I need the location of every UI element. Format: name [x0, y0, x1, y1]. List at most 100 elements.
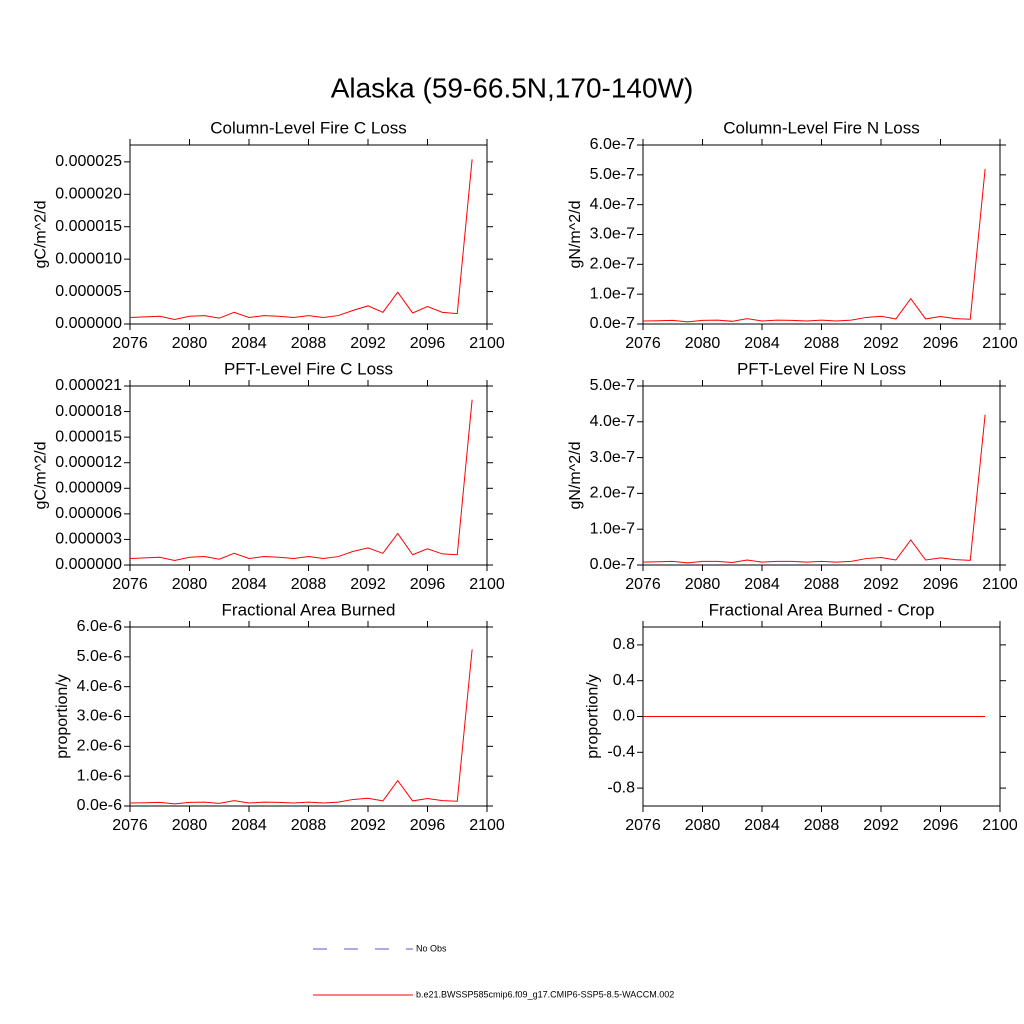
- series-line: [129, 159, 473, 320]
- series-line: [129, 649, 473, 805]
- x-tick-label: 2088: [804, 817, 840, 834]
- y-tick-label: 0.0e-7: [590, 556, 635, 573]
- x-tick-label: 2088: [291, 817, 327, 834]
- x-tick-label: 2100: [982, 576, 1018, 593]
- y-tick-label: 0.000021: [55, 377, 122, 394]
- x-tick-label: 2096: [410, 576, 446, 593]
- y-tick-label: 2.0e-6: [77, 738, 122, 755]
- y-tick-label: 0.000006: [55, 505, 122, 522]
- x-tick-label: 2076: [112, 576, 148, 593]
- x-tick-label: 2080: [685, 335, 721, 352]
- panel-title: PFT-Level Fire C Loss: [224, 359, 393, 378]
- x-tick-label: 2092: [863, 576, 899, 593]
- plot-frame: [129, 144, 488, 325]
- plot-frame: [642, 144, 1001, 325]
- y-tick-label: 0.000000: [55, 315, 122, 332]
- x-tick-label: 2084: [744, 335, 780, 352]
- x-tick-label: 2096: [410, 817, 446, 834]
- x-tick-label: 2092: [350, 576, 386, 593]
- y-tick-label: -0.4: [607, 744, 635, 761]
- x-tick-label: 2088: [291, 576, 327, 593]
- x-tick-label: 2096: [923, 817, 959, 834]
- x-tick-label: 2084: [231, 576, 267, 593]
- x-tick-label: 2092: [350, 817, 386, 834]
- x-tick-label: 2096: [923, 335, 959, 352]
- y-tick-label: 0.4: [613, 672, 635, 689]
- y-tick-label: 4.0e-6: [77, 678, 122, 695]
- x-tick-label: 2092: [863, 335, 899, 352]
- y-tick-label: 3.0e-6: [77, 708, 122, 725]
- y-axis-label: gC/m^2/d: [32, 201, 49, 269]
- legend-label: b.e21.BWSSP585cmip6.f09_g17.CMIP6-SSP5-8…: [416, 989, 674, 999]
- x-tick-label: 2080: [685, 576, 721, 593]
- x-tick-label: 2100: [982, 335, 1018, 352]
- y-tick-label: 0.000025: [55, 153, 122, 170]
- x-tick-label: 2096: [410, 335, 446, 352]
- y-tick-label: 4.0e-7: [590, 413, 635, 430]
- x-tick-label: 2092: [350, 335, 386, 352]
- y-tick-label: 0.000003: [55, 531, 122, 548]
- x-tick-label: 2096: [923, 576, 959, 593]
- x-tick-label: 2092: [863, 817, 899, 834]
- y-axis-label: gN/m^2/d: [567, 442, 584, 510]
- x-tick-label: 2100: [469, 817, 505, 834]
- x-tick-label: 2088: [291, 335, 327, 352]
- series-line: [129, 399, 473, 561]
- figure-title: Alaska (59-66.5N,170-140W): [331, 72, 694, 103]
- y-tick-label: 0.0: [613, 708, 635, 725]
- x-tick-label: 2100: [982, 817, 1018, 834]
- x-tick-label: 2076: [625, 817, 661, 834]
- y-tick-label: 5.0e-7: [590, 377, 635, 394]
- y-tick-label: 0.000009: [55, 480, 122, 497]
- x-tick-label: 2080: [172, 817, 208, 834]
- y-tick-label: 0.000020: [55, 186, 122, 203]
- x-tick-label: 2084: [744, 576, 780, 593]
- y-tick-label: -0.8: [607, 779, 635, 796]
- series-line: [642, 414, 986, 564]
- plot-frame: [642, 385, 1001, 566]
- panel-title: Fractional Area Burned: [222, 600, 396, 619]
- x-tick-label: 2080: [172, 576, 208, 593]
- panel-title: Column-Level Fire C Loss: [210, 118, 407, 137]
- y-tick-label: 0.8: [613, 636, 635, 653]
- x-tick-label: 2076: [112, 335, 148, 352]
- x-tick-label: 2076: [625, 335, 661, 352]
- x-tick-label: 2084: [231, 817, 267, 834]
- panel-title: Column-Level Fire N Loss: [723, 118, 920, 137]
- series-line: [642, 168, 986, 323]
- y-tick-label: 0.000015: [55, 218, 122, 235]
- y-tick-label: 0.000000: [55, 556, 122, 573]
- y-tick-label: 0.000015: [55, 428, 122, 445]
- y-tick-label: 0.000005: [55, 283, 122, 300]
- y-tick-label: 1.0e-6: [77, 767, 122, 784]
- y-tick-label: 1.0e-7: [590, 285, 635, 302]
- y-tick-label: 0.000018: [55, 403, 122, 420]
- x-tick-label: 2084: [231, 335, 267, 352]
- y-tick-label: 2.0e-7: [590, 485, 635, 502]
- y-tick-label: 5.0e-7: [590, 166, 635, 183]
- y-tick-label: 6.0e-7: [590, 136, 635, 153]
- y-tick-label: 0.0e-7: [590, 315, 635, 332]
- y-tick-label: 5.0e-6: [77, 648, 122, 665]
- y-tick-label: 4.0e-7: [590, 196, 635, 213]
- y-tick-label: 1.0e-7: [590, 520, 635, 537]
- y-axis-label: proportion/y: [54, 674, 71, 759]
- y-tick-label: 2.0e-7: [590, 256, 635, 273]
- x-tick-label: 2076: [625, 576, 661, 593]
- x-tick-label: 2076: [112, 817, 148, 834]
- x-tick-label: 2088: [804, 576, 840, 593]
- y-tick-label: 0.0e-6: [77, 797, 122, 814]
- y-tick-label: 3.0e-7: [590, 449, 635, 466]
- y-tick-label: 3.0e-7: [590, 226, 635, 243]
- x-tick-label: 2100: [469, 576, 505, 593]
- x-tick-label: 2088: [804, 335, 840, 352]
- plot-frame: [129, 626, 488, 807]
- x-tick-label: 2080: [685, 817, 721, 834]
- y-axis-label: gN/m^2/d: [567, 201, 584, 269]
- y-tick-label: 6.0e-6: [77, 618, 122, 635]
- y-axis-label: gC/m^2/d: [32, 442, 49, 510]
- x-tick-label: 2100: [469, 335, 505, 352]
- y-tick-label: 0.000010: [55, 250, 122, 267]
- x-tick-label: 2084: [744, 817, 780, 834]
